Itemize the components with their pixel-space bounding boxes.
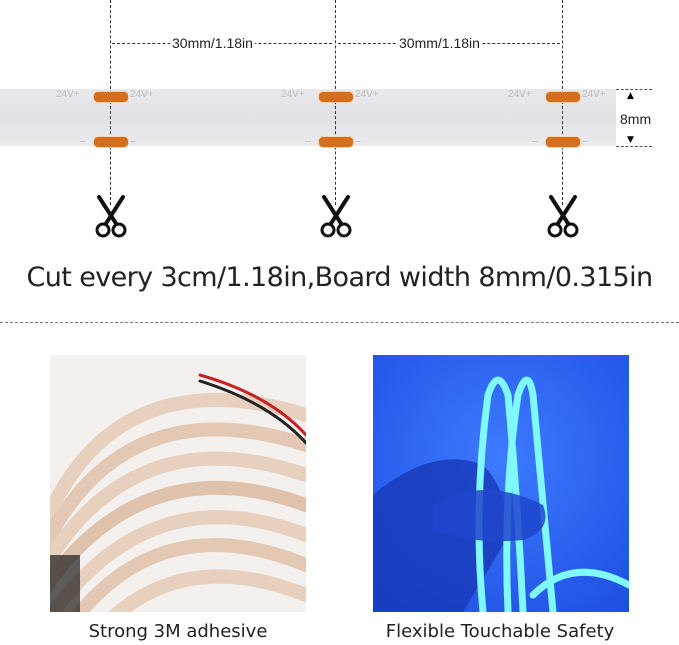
solder-pad-positive [545,91,581,103]
flexible-photo [373,355,629,612]
width-label: 8mm [620,111,652,127]
pad-label: – [80,136,86,147]
pad-label: 24V+ [582,89,606,100]
spacing-label-1: 30mm/1.18in [170,35,255,51]
scissors-icon [95,195,127,238]
pad-label: – [532,136,538,147]
solder-pad-negative [545,136,581,148]
caption-flexible: Flexible Touchable Safety [385,621,615,642]
headline: Cut every 3cm/1.18in,Board width 8mm/0.3… [26,262,653,293]
scissors-icon [320,195,352,238]
solder-pad-positive [93,91,129,103]
pad-label: – [305,136,311,147]
adhesive-photo [50,355,306,612]
solder-pad-negative [318,136,354,148]
pad-label: – [582,136,588,147]
pad-label: 24V+ [355,89,379,100]
pad-label: – [130,136,136,147]
scissors-icon [547,195,579,238]
solder-pad-positive [318,91,354,103]
pad-label: 24V+ [56,89,80,100]
spacing-label-2: 30mm/1.18in [397,35,482,51]
arrow-up-icon: ▲ [627,91,634,101]
pad-label: – [355,136,361,147]
pad-label: 24V+ [281,89,305,100]
divider [0,322,679,323]
caption-adhesive: Strong 3M adhesive [88,621,268,642]
pad-label: 24V+ [130,89,154,100]
solder-pad-negative [93,136,129,148]
pad-label: 24V+ [508,89,532,100]
arrow-down-icon: ▼ [627,135,634,145]
dimension-line-bottom [616,146,652,147]
dimension-line-top [616,89,652,90]
